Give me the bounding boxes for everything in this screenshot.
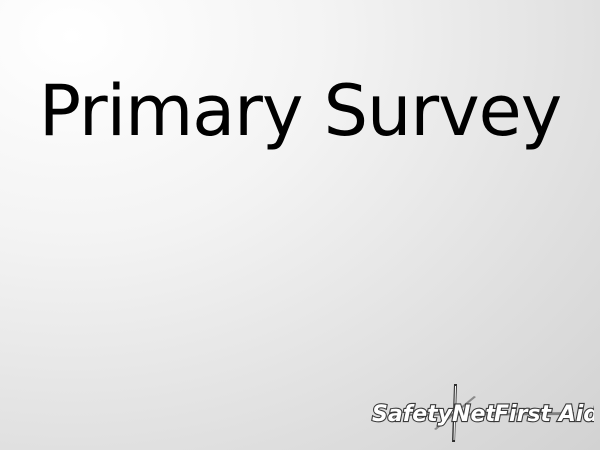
logo-wordmark: SafetyNet First Aid — [371, 401, 594, 428]
slide-title: Primary Survey — [38, 70, 562, 152]
safetynet-first-aid-logo: SafetyNet First Aid — [364, 384, 594, 442]
logo-text-first-aid: First Aid — [494, 402, 594, 427]
crosshair-star-icon — [404, 384, 574, 442]
logo-text-safetynet: SafetyNet — [372, 402, 497, 427]
